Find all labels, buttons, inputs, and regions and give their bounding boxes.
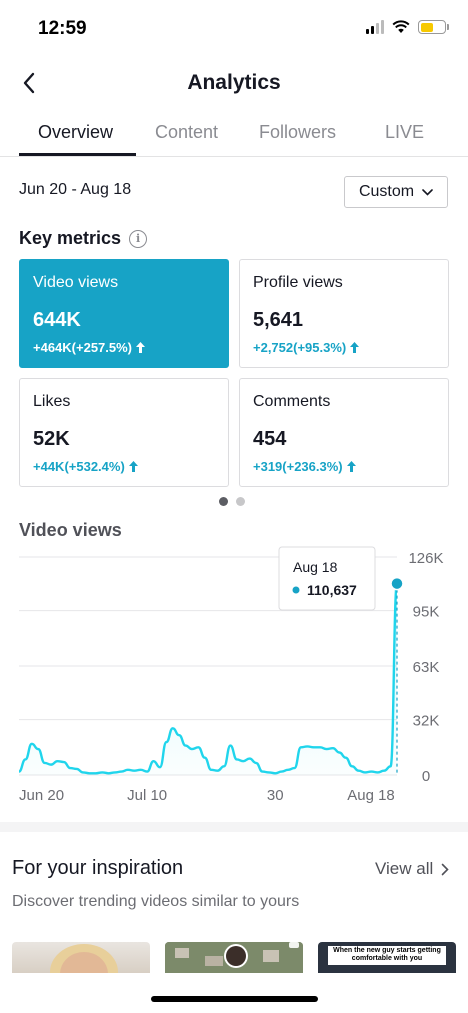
- series-line: [18, 582, 399, 775]
- view-all-link[interactable]: View all: [375, 859, 449, 879]
- y-tick-label: 95K: [413, 604, 440, 621]
- x-tick-label: Aug 18: [347, 787, 395, 804]
- metric-value: 644K: [33, 309, 81, 331]
- wifi-icon: [392, 20, 410, 33]
- status-bar: 12:59: [0, 0, 468, 58]
- video-thumbnail[interactable]: [12, 942, 150, 973]
- x-tick-label: 30: [267, 787, 284, 804]
- metric-value: 454: [253, 428, 287, 450]
- chevron-left-icon: [23, 72, 35, 94]
- tab-overview[interactable]: Overview: [38, 122, 114, 142]
- video-views-chart[interactable]: 126K 95K 63K 32K 0 Jun 20 Jul 10 30 Aug 18 Aug 18…: [0, 540, 468, 810]
- chevron-right-icon: [441, 863, 449, 875]
- inspiration-subtitle: Discover trending videos similar to your…: [12, 893, 300, 910]
- active-tab-indicator: [19, 153, 136, 156]
- metric-card-likes[interactable]: Likes 52K +44K(+532.4%): [19, 378, 229, 487]
- page-dot-active[interactable]: [219, 497, 228, 506]
- y-tick-label: 0: [422, 768, 430, 785]
- date-range-label: Jun 20 - Aug 18: [19, 181, 132, 198]
- thumbnail-caption: When the new guy starts getting comforta…: [328, 946, 446, 965]
- battery-icon: [418, 20, 449, 34]
- status-icons: [366, 20, 449, 34]
- metric-label: Video views: [33, 274, 119, 291]
- tooltip-value: 110,637: [307, 582, 357, 598]
- metric-change-text: +2,752(+95.3%): [253, 340, 347, 355]
- view-all-label: View all: [375, 859, 434, 878]
- metric-change: +464K(+257.5%): [33, 340, 215, 355]
- y-tick-label: 126K: [408, 550, 443, 567]
- metric-change: +319(+236.3%): [253, 459, 435, 474]
- metric-change-text: +319(+236.3%): [253, 459, 343, 474]
- info-icon[interactable]: i: [129, 229, 148, 248]
- carousel-page-indicator: [219, 497, 245, 506]
- y-tick-label: 32K: [413, 713, 440, 730]
- page-dot[interactable]: [236, 497, 245, 506]
- status-time: 12:59: [38, 18, 87, 39]
- metric-change: +2,752(+95.3%): [253, 340, 435, 355]
- date-range-dropdown[interactable]: Custom: [344, 176, 448, 208]
- section-divider: [0, 822, 468, 832]
- tab-content[interactable]: Content: [155, 122, 219, 142]
- tooltip-series-dot: [292, 586, 300, 594]
- metric-change: +44K(+532.4%): [33, 459, 215, 474]
- tab-live[interactable]: LIVE: [385, 122, 425, 142]
- arrow-up-icon: [128, 461, 138, 472]
- metric-value: 5,641: [253, 309, 304, 331]
- key-metrics-heading: Key metrics i: [19, 228, 148, 249]
- arrow-up-icon: [136, 342, 146, 353]
- arrow-up-icon: [346, 461, 356, 472]
- metric-label: Comments: [253, 393, 331, 410]
- thumbnail-image: [165, 942, 303, 973]
- metric-card-profile-views[interactable]: Profile views 5,641 +2,752(+95.3%): [239, 259, 449, 368]
- chevron-down-icon: [422, 188, 433, 196]
- x-tick-label: Jun 20: [19, 787, 64, 804]
- nav-header: Analytics: [0, 60, 468, 106]
- metric-change-text: +44K(+532.4%): [33, 459, 125, 474]
- key-metrics-title: Key metrics: [19, 228, 122, 248]
- page-title: Analytics: [187, 71, 281, 94]
- data-point-highlight[interactable]: [390, 576, 404, 591]
- metric-value: 52K: [33, 428, 70, 450]
- y-tick-label: 63K: [413, 659, 440, 676]
- tab-bar: Overview Content Followers LIVE: [0, 112, 468, 157]
- chart-section-title: Video views: [19, 520, 122, 540]
- metric-label: Likes: [33, 393, 71, 410]
- video-thumbnail[interactable]: [165, 942, 303, 973]
- inspiration-title: For your inspiration: [12, 857, 184, 879]
- metric-card-video-views[interactable]: Video views 644K +464K(+257.5%): [19, 259, 229, 368]
- metric-card-comments[interactable]: Comments 454 +319(+236.3%): [239, 378, 449, 487]
- tooltip-date: Aug 18: [293, 559, 338, 575]
- x-tick-label: Jul 10: [127, 787, 167, 804]
- home-indicator: [151, 996, 318, 1002]
- tab-followers[interactable]: Followers: [259, 122, 337, 142]
- cellular-signal-icon: [366, 20, 384, 34]
- dropdown-label: Custom: [358, 183, 415, 200]
- thumbnail-image: [50, 944, 118, 973]
- metric-label: Profile views: [253, 274, 343, 291]
- arrow-up-icon: [350, 342, 360, 353]
- video-thumbnail[interactable]: When the new guy starts getting comforta…: [318, 942, 456, 973]
- back-button[interactable]: [14, 68, 44, 98]
- series-area: [19, 583, 397, 775]
- chart-tooltip: [278, 546, 376, 611]
- metric-change-text: +464K(+257.5%): [33, 340, 133, 355]
